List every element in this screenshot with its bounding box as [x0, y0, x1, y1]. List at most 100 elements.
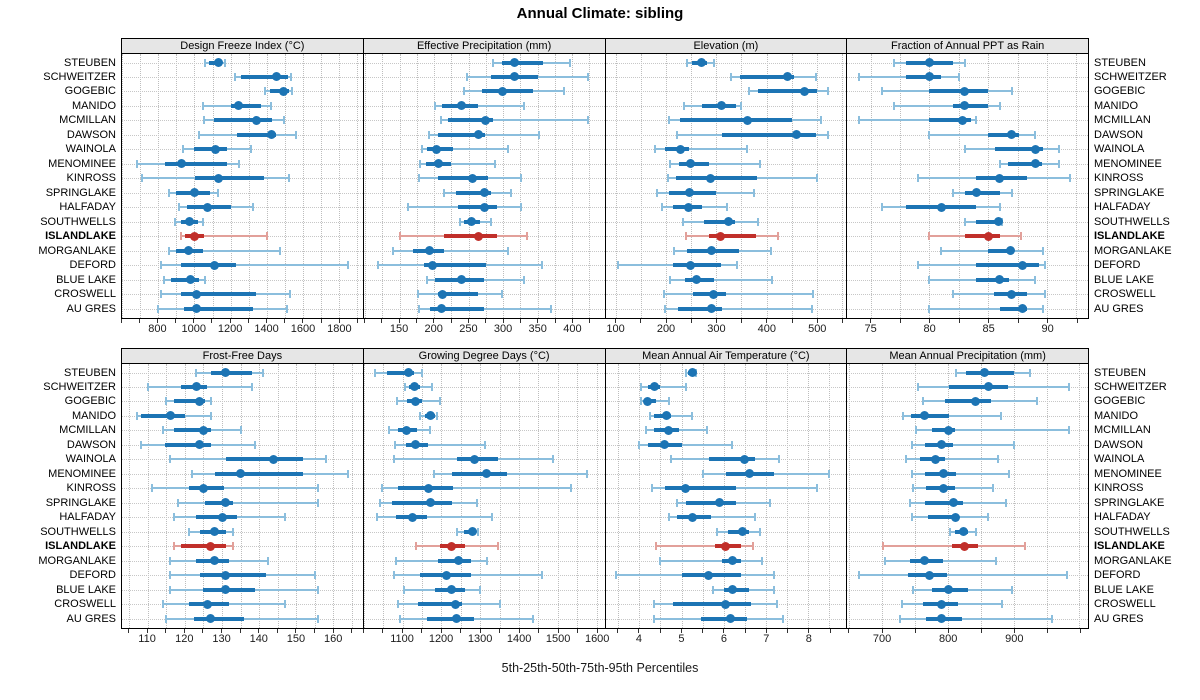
vertical-gridline [129, 364, 131, 628]
axis-tick-label: 1600 [584, 633, 610, 645]
vertical-gridline [485, 54, 487, 318]
site-label-blue-lake: BLUE LAKE [1094, 583, 1154, 596]
horizontal-gridline [847, 62, 1088, 64]
axis-tick [221, 629, 223, 633]
axis-row-top: 800 1000 1200 1400 1600 1800 150 200 250 300 350 40… [120, 319, 1089, 341]
median-dot [948, 498, 958, 508]
whisker-cap [827, 130, 830, 139]
site-label-morganlake: MORGANLAKE [38, 244, 116, 257]
axis-tick [338, 319, 340, 323]
whisker-cap [197, 130, 200, 139]
median-dot [195, 440, 205, 450]
vertical-gridline [240, 364, 242, 628]
site-label-southwells: SOUTHWELLS [1094, 215, 1170, 228]
whisker-cap [499, 600, 502, 609]
whisker-cap [910, 440, 913, 449]
axis-tick [1047, 319, 1049, 323]
axis-tick [314, 629, 316, 633]
median-dot [983, 231, 993, 241]
axis-tick [557, 629, 559, 633]
whisker-cap [731, 440, 734, 449]
horizontal-gridline [363, 401, 605, 403]
whisker-cap [402, 585, 405, 594]
axis-tick [382, 629, 384, 633]
axis-tick [914, 629, 916, 633]
vertical-gridline [158, 54, 160, 318]
site-label-springlake: SPRINGLAKE [45, 186, 116, 199]
whisker-cap [283, 513, 286, 522]
whisker-cap [712, 585, 715, 594]
iqr-bar [457, 205, 497, 210]
axis-tick [120, 319, 122, 323]
site-label-wainola: WAINOLA [65, 453, 116, 466]
axis-tick-label: 200 [424, 323, 443, 335]
whisker-cap [681, 217, 684, 226]
median-dot [1007, 289, 1017, 299]
iqr-bar [140, 413, 185, 418]
whisker-cap [705, 426, 708, 435]
median-dot [210, 144, 220, 154]
axis-tick-label: 300 [707, 323, 726, 335]
whisker-cap [204, 275, 207, 284]
horizontal-gridline [122, 430, 363, 432]
whisker-cap [377, 261, 380, 270]
horizontal-gridline [605, 415, 847, 417]
median-dot [937, 599, 947, 609]
whisker-cap [991, 484, 994, 493]
site-label-southwells: SOUTHWELLS [40, 215, 116, 228]
vertical-gridline [321, 54, 323, 318]
axis-tick [193, 319, 195, 323]
median-dot [165, 411, 175, 421]
whisker-cap [443, 188, 446, 197]
median-dot [206, 614, 216, 623]
median-dot [184, 246, 194, 256]
median-dot [738, 527, 748, 537]
whisker-cap [169, 455, 172, 464]
whisker-cap [159, 290, 162, 299]
median-dot [466, 217, 476, 227]
median-dot [452, 614, 462, 623]
iqr-bar [214, 118, 273, 123]
whisker-cap [684, 382, 687, 391]
whisker-cap [928, 130, 931, 139]
horizontal-gridline [363, 62, 605, 64]
panel-strip-design-freeze-index-c: Design Freeze Index (°C) [122, 39, 364, 53]
median-dot [474, 130, 484, 140]
median-dot [434, 159, 444, 169]
site-label-schweitzer: SCHWEITZER [1094, 70, 1167, 83]
vertical-gridline [1046, 364, 1048, 628]
iqr-bar [700, 616, 747, 621]
site-label-manido: MANIDO [72, 99, 116, 112]
axis-tick [947, 629, 949, 633]
whisker-cap [1010, 87, 1013, 96]
whisker-cap [857, 72, 860, 81]
whisker-cap [403, 382, 406, 391]
median-dot [924, 72, 934, 82]
axis-tick [276, 629, 278, 633]
site-label-wainola: WAINOLA [65, 143, 116, 156]
whisker-cap [476, 527, 479, 536]
iqr-bar [180, 292, 256, 297]
whisker-cap [998, 203, 1001, 212]
axis-tick [589, 319, 591, 323]
vertical-gridline [849, 364, 851, 628]
whisker-cap [1067, 382, 1070, 391]
axis-tick [266, 319, 268, 323]
axis-tick [1076, 319, 1078, 323]
horizontal-gridline [605, 76, 847, 78]
vertical-gridline [660, 364, 662, 628]
whisker-cap [585, 469, 588, 478]
axis-tick-label: 200 [656, 323, 676, 335]
median-dot [278, 86, 288, 96]
vertical-gridline [557, 364, 559, 628]
iqr-bar [929, 89, 989, 94]
median-dot [177, 159, 187, 169]
axis-tick [499, 629, 501, 633]
median-dot [480, 115, 490, 125]
panel-row-bottom: Frost-Free Days Growing Degree Days (°C) M… [121, 348, 1089, 651]
median-dot [186, 275, 196, 285]
median-dot [198, 425, 208, 435]
whisker-cap [239, 426, 242, 435]
whisker-cap [562, 87, 565, 96]
axis-tick [519, 319, 521, 323]
